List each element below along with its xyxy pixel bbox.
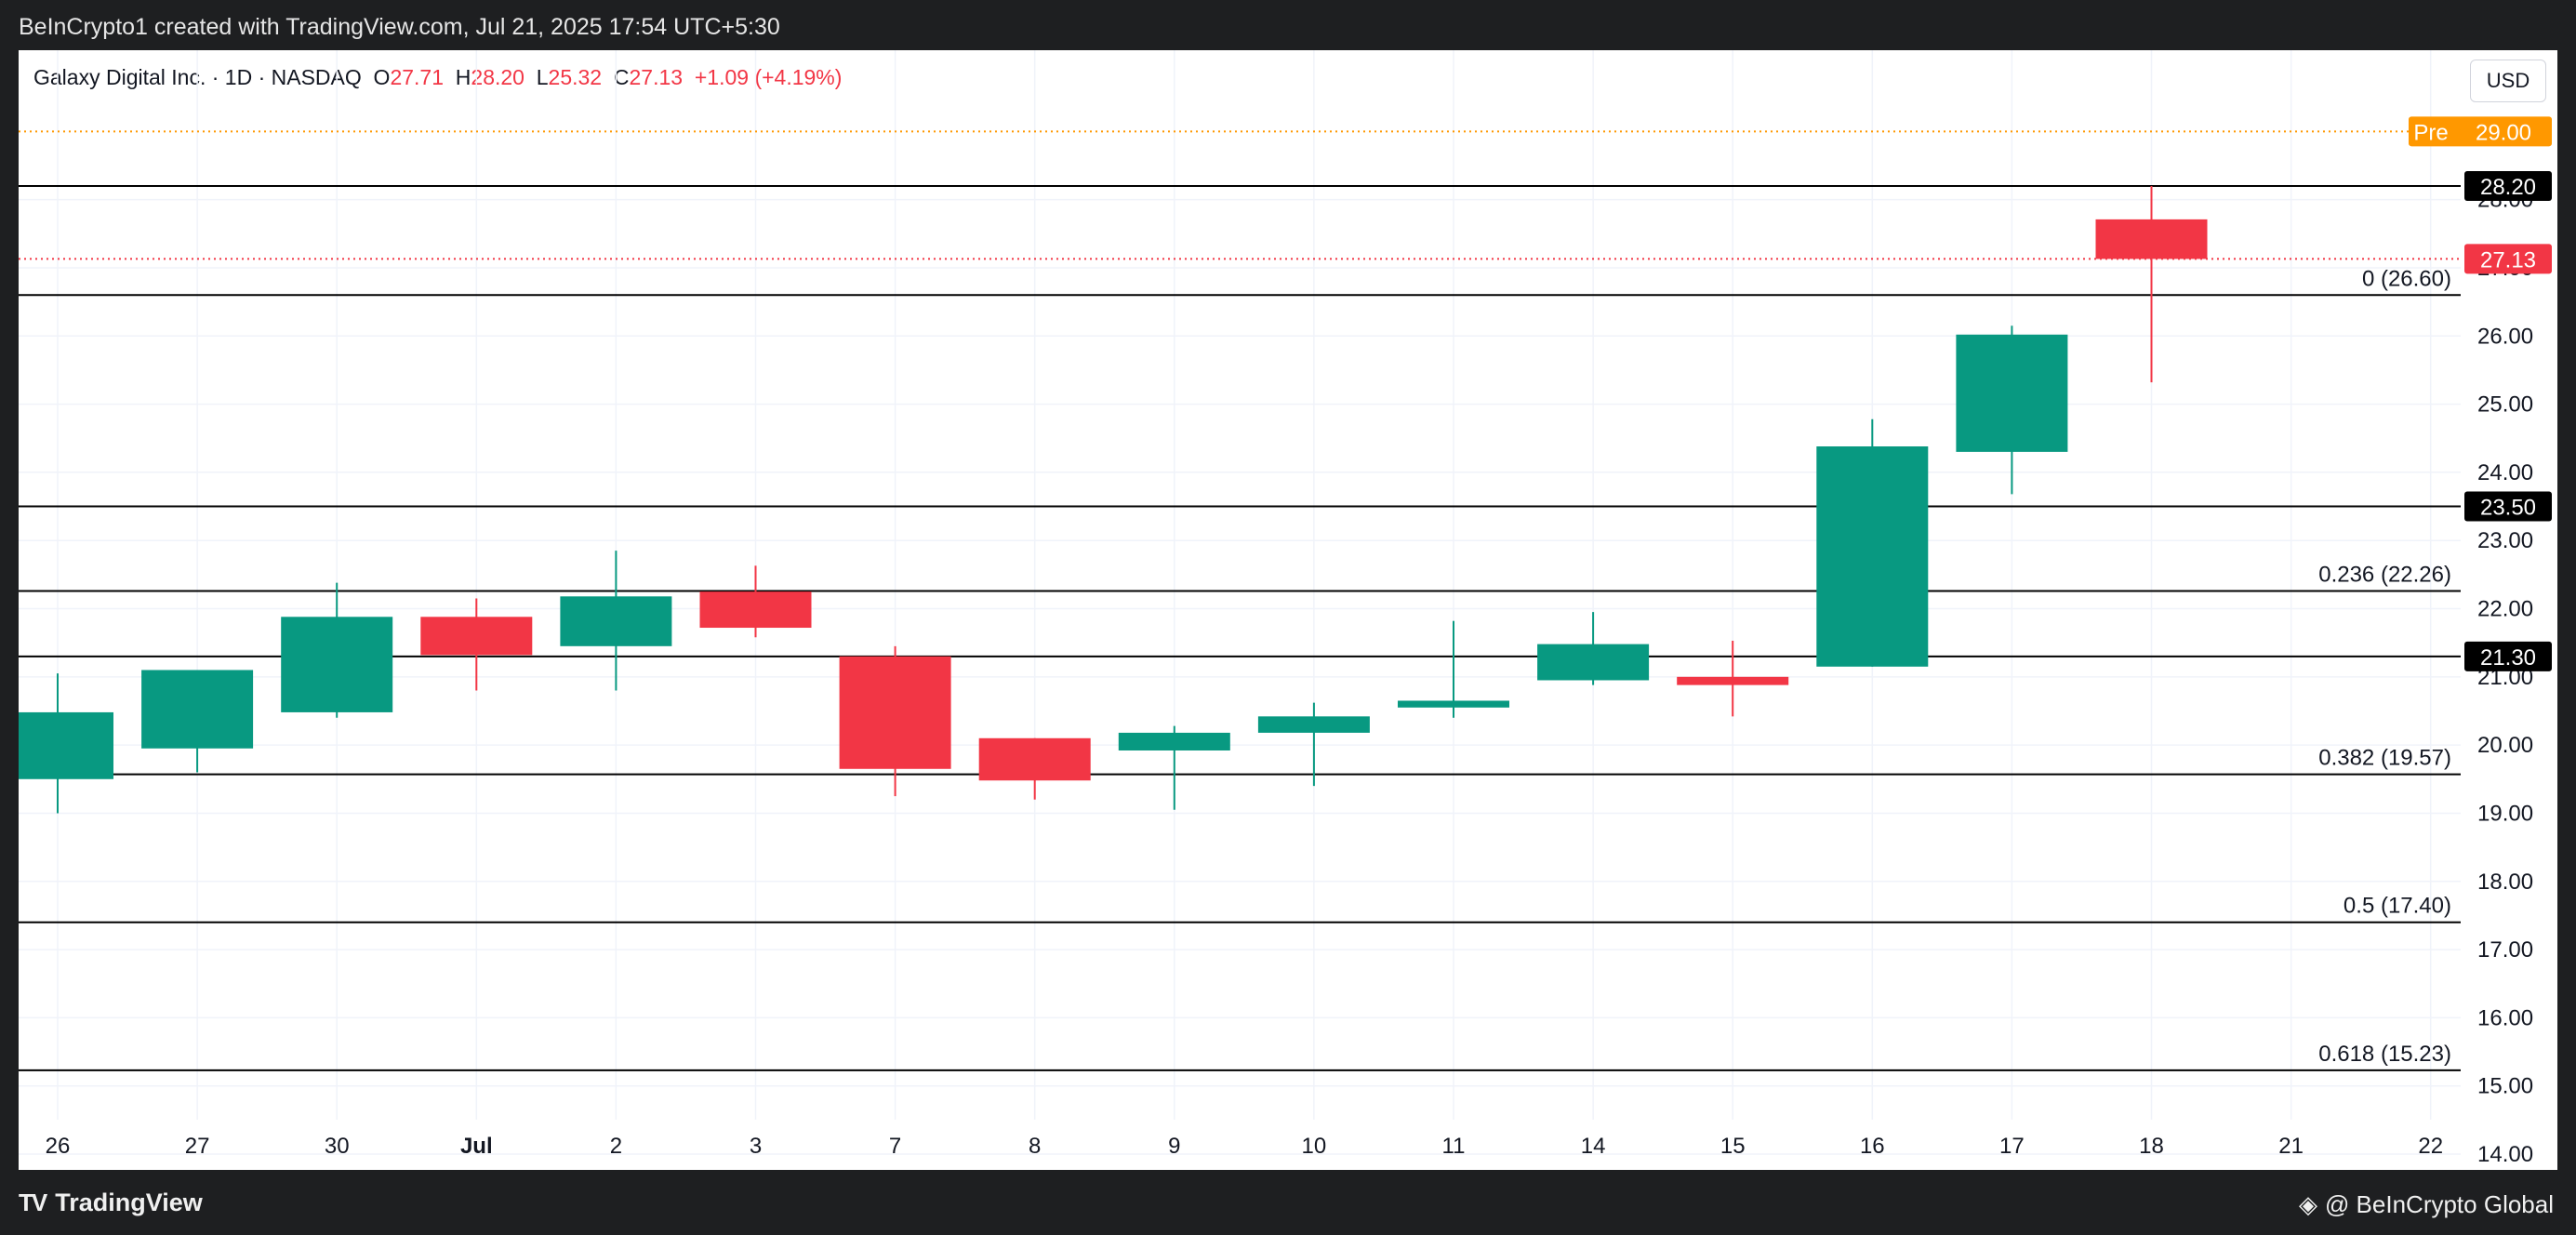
candle-body [560, 596, 672, 646]
price-level-tag-label: 28.20 [2480, 175, 2536, 200]
chart-panel[interactable]: Galaxy Digital Inc. · 1D · NASDAQ O 27.71… [19, 50, 2557, 1170]
premarket-tag-label: Pre [2413, 120, 2448, 145]
y-tick-label: 23.00 [2477, 528, 2533, 553]
candle-body [839, 656, 951, 769]
candle-body [2095, 219, 2208, 259]
fib-level-label: 0.5 (17.40) [2344, 894, 2451, 919]
fib-level-label: 0.382 (19.57) [2318, 746, 2451, 771]
x-tick-label: 30 [325, 1134, 350, 1159]
symbol-legend: Galaxy Digital Inc. · 1D · NASDAQ O 27.71… [33, 65, 842, 90]
x-tick-label: Jul [460, 1134, 493, 1159]
open-value: 27.71 [390, 65, 444, 89]
candle-body [1956, 334, 2068, 452]
fib-level-label: 0.236 (22.26) [2318, 562, 2451, 587]
candle-body [281, 617, 393, 712]
x-tick-label: 21 [2278, 1134, 2304, 1159]
candle-body [1118, 732, 1230, 750]
tradingview-brand: TradingView [55, 1189, 203, 1216]
x-tick-label: 2 [610, 1134, 622, 1159]
open-label: O [373, 65, 391, 89]
candle-body [141, 670, 254, 749]
close-value: 27.13 [629, 65, 684, 89]
last-price-tag-label: 27.13 [2480, 247, 2536, 272]
change-value: +1.09 (+4.19%) [694, 65, 843, 89]
price-level-tag-label: 23.50 [2480, 496, 2536, 521]
x-tick-label: 3 [750, 1134, 762, 1159]
x-tick-label: 14 [1581, 1134, 1606, 1159]
candle-body [978, 737, 1091, 781]
x-tick-label: 9 [1168, 1134, 1180, 1159]
y-tick-label: 26.00 [2477, 324, 2533, 349]
credit: ◈ @ BeInCrypto Global [2299, 1190, 2554, 1219]
high-value: 28.20 [471, 65, 524, 89]
credit-text: @ BeInCrypto Global [2324, 1190, 2554, 1218]
candle-body [420, 617, 533, 656]
x-tick-label: 7 [889, 1134, 901, 1159]
y-tick-label: 22.00 [2477, 597, 2533, 622]
y-tick-label: 19.00 [2477, 801, 2533, 826]
tradingview-logo-icon: TV [19, 1189, 47, 1216]
y-tick-label: 25.00 [2477, 392, 2533, 418]
fib-level-label: 0 (26.60) [2362, 266, 2451, 291]
price-level-tag-label: 21.30 [2480, 645, 2536, 671]
tradingview-logo[interactable]: TV TradingView [19, 1189, 203, 1217]
x-tick-label: 17 [1999, 1134, 2025, 1159]
candle-body [1398, 700, 1509, 708]
y-tick-label: 16.00 [2477, 1005, 2533, 1030]
candle-body [19, 711, 113, 779]
y-tick-label: 15.00 [2477, 1074, 2533, 1099]
x-tick-label: 22 [2418, 1134, 2443, 1159]
y-tick-label: 24.00 [2477, 460, 2533, 485]
candle-body [1677, 676, 1789, 685]
last-price-tag [2464, 244, 2552, 274]
footer-bar: TV TradingView ◈ @ BeInCrypto Global [0, 1170, 2576, 1235]
price-level-tag [2464, 170, 2552, 201]
fib-level-label: 0.618 (15.23) [2318, 1042, 2451, 1067]
candlestick-chart[interactable]: 14.0015.0016.0017.0018.0019.0020.0021.00… [19, 50, 2557, 1170]
premarket-tag-value: 29.00 [2476, 120, 2531, 145]
currency-button[interactable]: USD [2470, 60, 2546, 102]
price-level-tag [2464, 641, 2552, 671]
candle-body [699, 591, 812, 629]
high-label: H [455, 65, 471, 89]
x-tick-label: 10 [1302, 1134, 1327, 1159]
x-tick-label: 26 [46, 1134, 71, 1159]
attribution-bar: BeInCrypto1 created with TradingView.com… [0, 0, 2576, 50]
x-tick-label: 27 [185, 1134, 210, 1159]
candle-body [1257, 716, 1370, 733]
x-tick-label: 15 [1720, 1134, 1746, 1159]
x-tick-label: 8 [1029, 1134, 1041, 1159]
x-tick-label: 18 [2139, 1134, 2164, 1159]
y-tick-label: 14.00 [2477, 1142, 2533, 1167]
y-tick-label: 17.00 [2477, 937, 2533, 963]
low-label: L [536, 65, 549, 89]
symbol-title: Galaxy Digital Inc. · 1D · NASDAQ [33, 65, 362, 89]
low-value: 25.32 [548, 65, 603, 89]
candle-body [1816, 446, 1929, 667]
candle-body [1537, 644, 1650, 681]
price-level-tag [2464, 491, 2552, 522]
premarket-tag [2409, 116, 2552, 147]
x-tick-label: 16 [1860, 1134, 1885, 1159]
y-tick-label: 20.00 [2477, 733, 2533, 758]
x-tick-label: 11 [1442, 1134, 1466, 1159]
close-label: C [613, 65, 630, 89]
diamond-icon: ◈ [2298, 1190, 2317, 1218]
y-tick-label: 18.00 [2477, 870, 2533, 895]
attribution-text: BeInCrypto1 created with TradingView.com… [19, 14, 780, 40]
